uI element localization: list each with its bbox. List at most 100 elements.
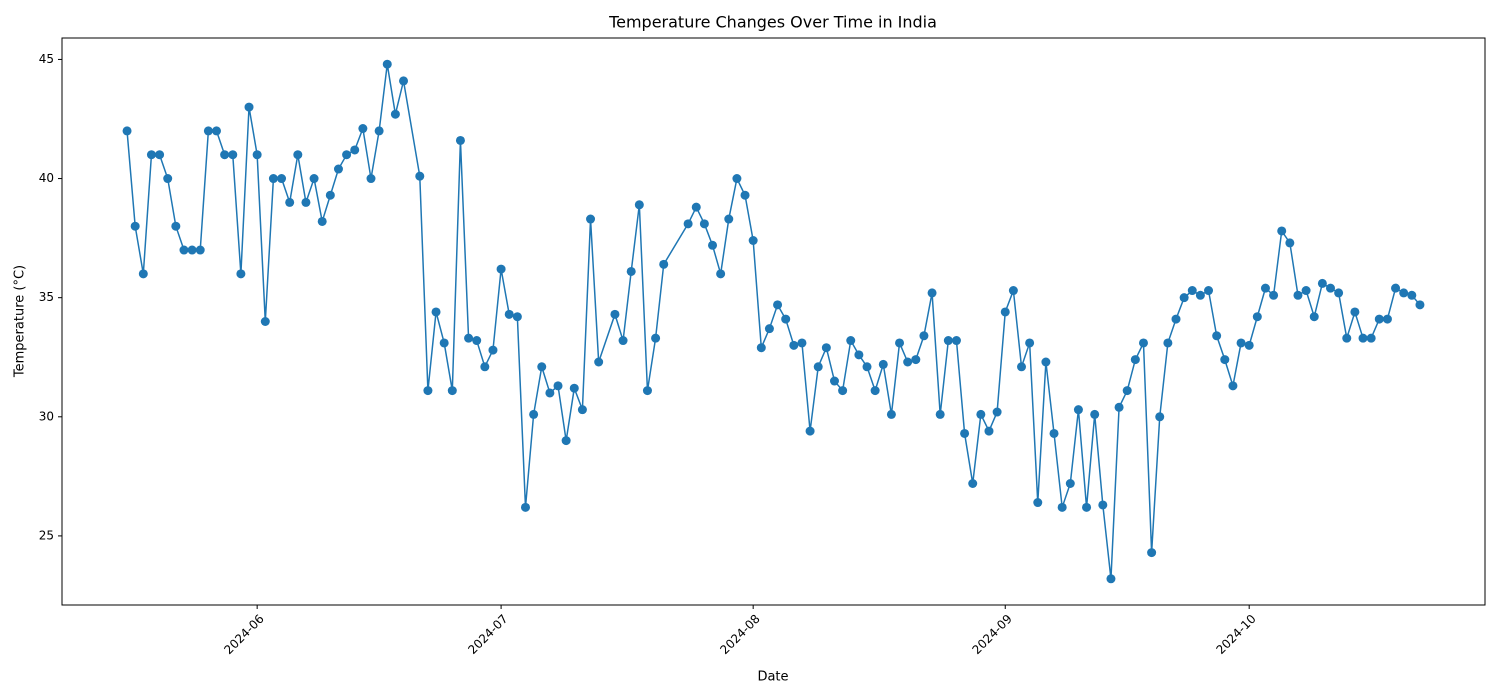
point: [1415, 300, 1425, 310]
x-tick-label: 2024-09: [969, 612, 1014, 657]
point: [537, 362, 547, 372]
point: [976, 409, 986, 419]
point: [1252, 312, 1262, 322]
point: [992, 407, 1002, 417]
point: [529, 409, 539, 419]
point: [244, 102, 254, 112]
point: [1317, 278, 1327, 288]
point: [878, 359, 888, 369]
point: [903, 357, 913, 367]
point: [1098, 500, 1108, 510]
point: [951, 336, 961, 346]
point: [683, 219, 693, 229]
point: [179, 245, 189, 255]
point: [610, 309, 620, 319]
point: [317, 216, 327, 226]
point: [480, 362, 490, 372]
point: [764, 324, 774, 334]
point: [1301, 286, 1311, 296]
point: [1041, 357, 1051, 367]
y-tick-label: 40: [39, 171, 54, 185]
point: [797, 338, 807, 348]
point: [1017, 362, 1027, 372]
point: [642, 386, 652, 396]
point: [1073, 405, 1083, 415]
point: [1220, 355, 1230, 365]
point: [496, 264, 506, 274]
point: [203, 126, 213, 136]
point: [1155, 412, 1165, 422]
point: [569, 383, 579, 393]
point: [659, 259, 669, 269]
point: [431, 307, 441, 317]
point: [1293, 290, 1303, 300]
point: [1163, 338, 1173, 348]
point: [708, 240, 718, 250]
point: [577, 405, 587, 415]
point: [1057, 502, 1067, 512]
point: [895, 338, 905, 348]
line: [126, 64, 1421, 579]
x-tick-label: 2024-10: [1213, 612, 1258, 657]
point: [1407, 290, 1417, 300]
point: [1260, 283, 1270, 293]
point: [293, 150, 303, 160]
point: [1195, 290, 1205, 300]
x-tick-label: 2024-07: [465, 612, 510, 657]
point: [146, 150, 156, 160]
point: [488, 345, 498, 355]
point: [1309, 312, 1319, 322]
point: [911, 355, 921, 365]
point: [821, 343, 831, 353]
point: [586, 214, 596, 224]
chart-title: Temperature Changes Over Time in India: [608, 13, 937, 32]
point: [350, 145, 360, 155]
point: [423, 386, 433, 396]
point: [748, 236, 758, 245]
point: [740, 190, 750, 200]
point: [968, 479, 978, 488]
point: [1025, 338, 1035, 348]
point: [927, 288, 937, 298]
point: [1212, 331, 1222, 341]
point: [138, 269, 148, 279]
point: [439, 338, 449, 348]
point: [130, 221, 140, 231]
x-tick-label: 2024-08: [717, 612, 762, 657]
point: [464, 333, 474, 343]
point: [1187, 286, 1197, 296]
point: [1244, 340, 1254, 350]
point: [260, 317, 270, 326]
y-axis-label: Temperature (°C): [13, 265, 28, 378]
point: [1147, 548, 1157, 558]
point: [691, 202, 701, 212]
point: [504, 309, 514, 319]
point: [122, 126, 132, 136]
point: [1350, 307, 1360, 317]
point: [1114, 402, 1124, 412]
y-tick-label: 35: [39, 290, 54, 304]
point: [1138, 338, 1148, 348]
point: [545, 388, 555, 398]
point: [935, 409, 945, 419]
point: [1285, 238, 1295, 248]
point: [699, 219, 709, 229]
point: [618, 336, 628, 346]
point: [325, 190, 335, 200]
point: [781, 314, 791, 324]
point: [960, 428, 970, 438]
point: [1399, 288, 1409, 298]
point: [399, 76, 409, 86]
point: [415, 171, 425, 181]
point: [1049, 428, 1059, 438]
point: [1204, 286, 1214, 296]
point: [1082, 502, 1092, 512]
y-tick-label: 30: [39, 409, 54, 423]
point: [228, 150, 238, 160]
point: [211, 126, 221, 136]
point: [1358, 333, 1368, 343]
point: [1334, 288, 1344, 298]
point: [285, 197, 295, 207]
point: [1179, 293, 1189, 303]
